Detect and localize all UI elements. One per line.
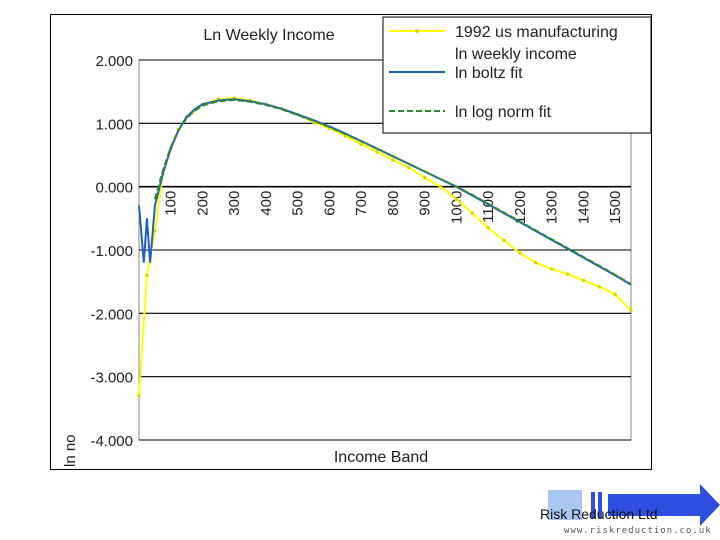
next-arrow-head-icon[interactable] [700,484,720,526]
y-tick-label: -1.000 [90,243,133,260]
legend-label-1: 1992 us manufacturing [455,24,618,41]
company-url[interactable]: www.riskreduction.co.uk [564,526,712,536]
series-point [375,150,379,154]
series-point [391,158,395,162]
series-point [502,238,506,243]
logo-bars-icon [591,492,605,518]
legend-label-2: ln boltz fit [455,65,523,82]
series-point [343,134,348,138]
x-tick-label: 200 [194,191,211,216]
series-point [565,272,570,276]
series-point [597,284,602,289]
series-point [454,197,459,202]
series-point [533,260,538,265]
y-tick-label: -3.000 [90,370,133,387]
x-tick-label: 100 [163,191,180,216]
series-point [153,229,157,233]
chart-frame: 2.000 1.000 0.000 -1.000 -2.000 -3.000 -4.000 1… [50,14,652,470]
legend-label-1: ln weekly income [455,46,577,63]
series-point [407,165,411,170]
series-point [359,142,363,147]
chart-title: Ln Weekly Income [203,27,334,44]
y-axis-label: ln no [62,434,79,467]
series-point [145,273,149,278]
next-arrow-icon[interactable] [608,494,704,516]
y-tick-label: 1.000 [95,116,133,133]
legend-label-3: ln log norm fit [455,104,552,121]
series-point [486,226,490,230]
x-tick-label: 1200 [512,191,529,224]
x-tick-label: 300 [226,191,243,216]
x-tick-label: 800 [385,191,402,216]
series-point [581,278,586,283]
series-point [518,251,522,255]
x-tick-label: 700 [353,191,370,216]
series-point [549,267,554,271]
series-point [629,308,633,312]
series-line-3 [153,98,632,286]
y-tick-label: -2.000 [90,306,133,323]
y-tick-label: 0.000 [95,180,133,197]
line-chart: 2.000 1.000 0.000 -1.000 -2.000 -3.000 -4.000 1… [62,16,651,467]
x-tick-label: 1100 [480,191,497,223]
company-name: Risk Reduction Ltd [540,506,658,522]
x-tick-label: 1300 [544,191,561,224]
series-point [137,393,141,398]
x-axis-label: Income Band [334,449,428,466]
legend-box [382,16,651,134]
logo-square-icon [548,490,582,520]
x-tick-label: 1400 [575,191,592,224]
series-point [422,176,427,180]
company-logo: Risk Reduction Ltd www.riskreduction.co.… [540,482,720,540]
x-tick-label: 400 [258,191,275,216]
series-point [470,211,475,216]
legend-swatch-marker [415,29,419,33]
series-point [613,292,617,297]
x-tick-label: 500 [290,191,307,216]
y-tick-label: 2.000 [95,53,133,70]
x-tick-label: 1500 [607,191,624,224]
x-tick-label: 600 [321,191,338,216]
x-tick-label: 1000 [448,191,465,224]
series-point [438,184,443,189]
x-tick-label: 900 [417,191,434,216]
y-tick-label: -4.000 [90,433,133,450]
